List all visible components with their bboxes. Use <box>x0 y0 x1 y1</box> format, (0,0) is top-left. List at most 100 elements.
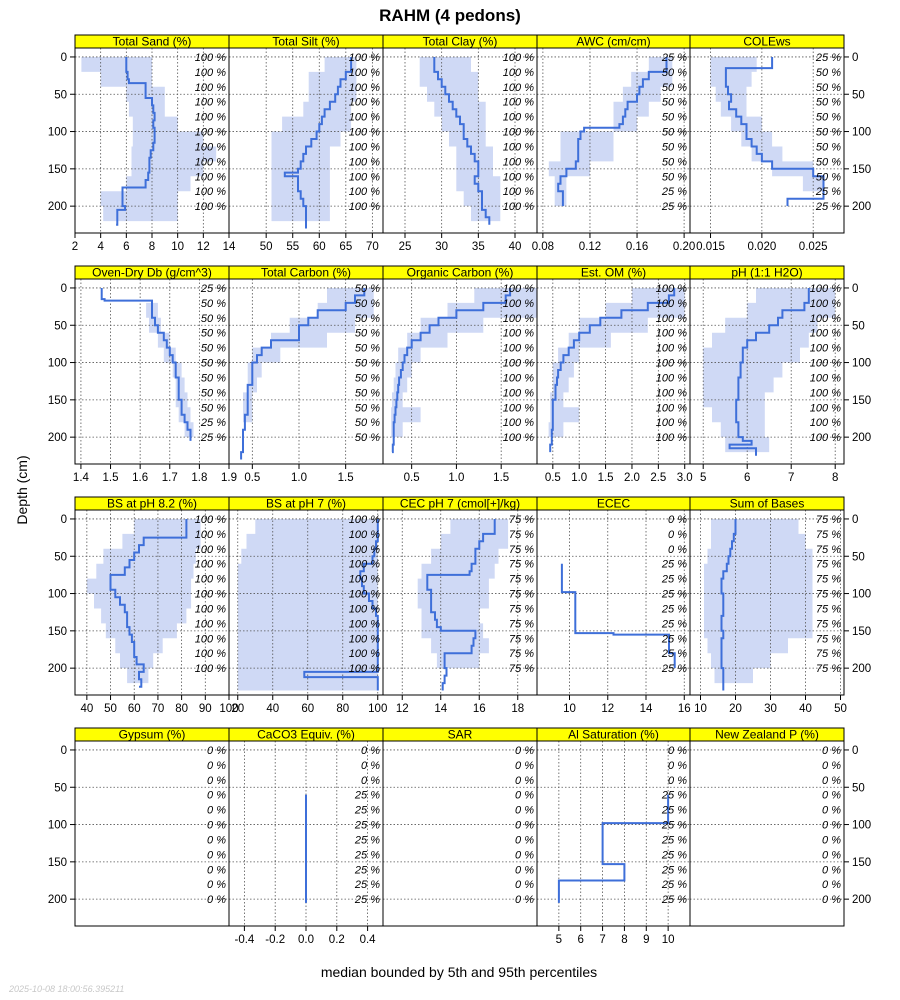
data-coverage-label: 25 % <box>815 52 841 64</box>
y-tick-label: 200 <box>852 201 871 213</box>
data-coverage-label: 100 % <box>349 574 380 586</box>
data-coverage-label: 0 % <box>822 745 841 757</box>
data-coverage-label: 25 % <box>661 201 687 213</box>
x-tick-label: 30 <box>764 703 777 715</box>
x-tick-label: -0.4 <box>234 934 254 946</box>
data-coverage-label: 100 % <box>503 432 534 444</box>
x-tick-label: 1.5 <box>103 472 119 484</box>
data-coverage-label: 50 % <box>201 372 226 384</box>
data-coverage-label: 100 % <box>503 52 534 64</box>
x-tick-label: 100 <box>368 703 387 715</box>
data-coverage-label: 0 % <box>207 760 226 772</box>
x-tick-label: 7 <box>599 934 605 946</box>
data-coverage-label: 75 % <box>816 514 841 526</box>
data-coverage-label: 25 % <box>661 574 687 586</box>
data-coverage-label: 75 % <box>509 633 534 645</box>
data-coverage-label: 100 % <box>503 201 534 213</box>
data-coverage-label: 100 % <box>349 529 380 541</box>
y-tick-label: 200 <box>852 663 871 675</box>
x-tick-label: 1.5 <box>493 472 509 484</box>
data-coverage-label: 100 % <box>810 387 841 399</box>
data-coverage-label: 0 % <box>668 775 687 787</box>
data-coverage-label: 25 % <box>354 790 380 802</box>
data-coverage-label: 100 % <box>656 313 687 325</box>
data-coverage-label: 100 % <box>656 328 687 340</box>
data-coverage-label: 100 % <box>349 171 380 183</box>
data-coverage-label: 75 % <box>816 618 841 630</box>
data-coverage-label: 50 % <box>355 343 380 355</box>
data-coverage-label: 0 % <box>515 775 534 787</box>
data-coverage-label: 25 % <box>354 820 380 832</box>
y-tick-label: 100 <box>852 589 871 601</box>
data-coverage-label: 100 % <box>349 67 380 79</box>
data-coverage-label: 0 % <box>822 894 841 906</box>
data-coverage-label: 0 % <box>822 879 841 891</box>
x-tick-label: 40 <box>799 703 812 715</box>
y-tick-label: 100 <box>852 820 871 832</box>
x-tick-label: 1.0 <box>571 472 587 484</box>
data-coverage-label: 0 % <box>668 514 687 526</box>
y-tick-label: 150 <box>48 857 67 869</box>
data-coverage-label: 100 % <box>656 343 687 355</box>
data-coverage-label: 50 % <box>355 402 380 414</box>
data-coverage-label: 25 % <box>200 432 226 444</box>
panel: New Zealand P (%)0 %0 %0 %0 %0 %0 %0 %0 … <box>689 727 871 927</box>
data-coverage-label: 0 % <box>515 760 534 772</box>
data-coverage-label: 100 % <box>349 559 380 571</box>
data-coverage-label: 25 % <box>661 559 687 571</box>
data-coverage-label: 50 % <box>201 328 226 340</box>
data-coverage-label: 0 % <box>515 805 534 817</box>
x-tick-label: 6 <box>744 472 750 484</box>
data-coverage-label: 0 % <box>822 760 841 772</box>
data-coverage-label: 0 % <box>207 894 226 906</box>
data-coverage-label: 100 % <box>503 283 534 295</box>
x-tick-label: 10 <box>662 934 675 946</box>
data-coverage-label: 25 % <box>661 648 687 660</box>
x-tick-label: 55 <box>286 241 299 253</box>
data-coverage-label: 100 % <box>810 343 841 355</box>
x-tick-label: 0.5 <box>244 472 260 484</box>
data-coverage-label: 100 % <box>349 127 380 139</box>
percentile-band <box>704 519 813 684</box>
data-coverage-label: 100 % <box>349 82 380 94</box>
data-coverage-label: 100 % <box>810 417 841 429</box>
panel: AWC (cm/cm) 25 % 50 % 50 % 50 % 50 % 50 % 50 % 5… <box>532 34 695 253</box>
x-tick-label: -0.2 <box>265 934 285 946</box>
panel-title: SAR <box>448 728 473 742</box>
data-coverage-label: 100 % <box>503 156 534 168</box>
y-tick-label: 200 <box>48 432 67 444</box>
timestamp: 2025-10-08 18:00:56.395211 <box>8 984 124 994</box>
median-profile-line <box>303 519 379 691</box>
data-coverage-label: 50 % <box>662 156 687 168</box>
data-coverage-label: 50 % <box>816 156 841 168</box>
data-coverage-label: 75 % <box>509 589 534 601</box>
panel-title: Organic Carbon (%) <box>407 266 514 280</box>
data-coverage-label: 25 % <box>661 894 687 906</box>
data-coverage-label: 25 % <box>661 790 687 802</box>
data-coverage-label: 75 % <box>816 633 841 645</box>
data-coverage-label: 25 % <box>661 589 687 601</box>
x-tick-label: 8 <box>621 934 627 946</box>
data-coverage-label: 0 % <box>515 834 534 846</box>
data-coverage-label: 100 % <box>349 603 380 615</box>
panel: Organic Carbon (%) 100 % 100 % 100 % 100 % 10… <box>382 265 538 484</box>
panel-title: Total Carbon (%) <box>261 266 351 280</box>
data-coverage-label: 25 % <box>354 849 380 861</box>
data-coverage-label: 100 % <box>349 112 380 124</box>
y-tick-label: 150 <box>852 395 871 407</box>
data-coverage-label: 100 % <box>656 432 687 444</box>
data-coverage-label: 100 % <box>349 633 380 645</box>
data-coverage-label: 100 % <box>195 648 226 660</box>
percentile-band <box>391 288 537 438</box>
data-coverage-label: 50 % <box>355 313 380 325</box>
x-tick-label: 2 <box>72 241 78 253</box>
x-tick-label: 0.16 <box>626 241 648 253</box>
data-coverage-label: 25 % <box>661 805 687 817</box>
percentile-band <box>419 57 501 222</box>
panel: Gypsum (%) 0 % 0 % 0 % 0 % 0 % 0 % 0 % 0 % 0 % 0 %… <box>48 727 230 927</box>
data-coverage-label: 100 % <box>349 514 380 526</box>
data-coverage-label: 100 % <box>195 186 226 198</box>
x-tick-label: 0.12 <box>579 241 601 253</box>
x-tick-label: 2.5 <box>650 472 666 484</box>
data-coverage-label: 100 % <box>810 372 841 384</box>
